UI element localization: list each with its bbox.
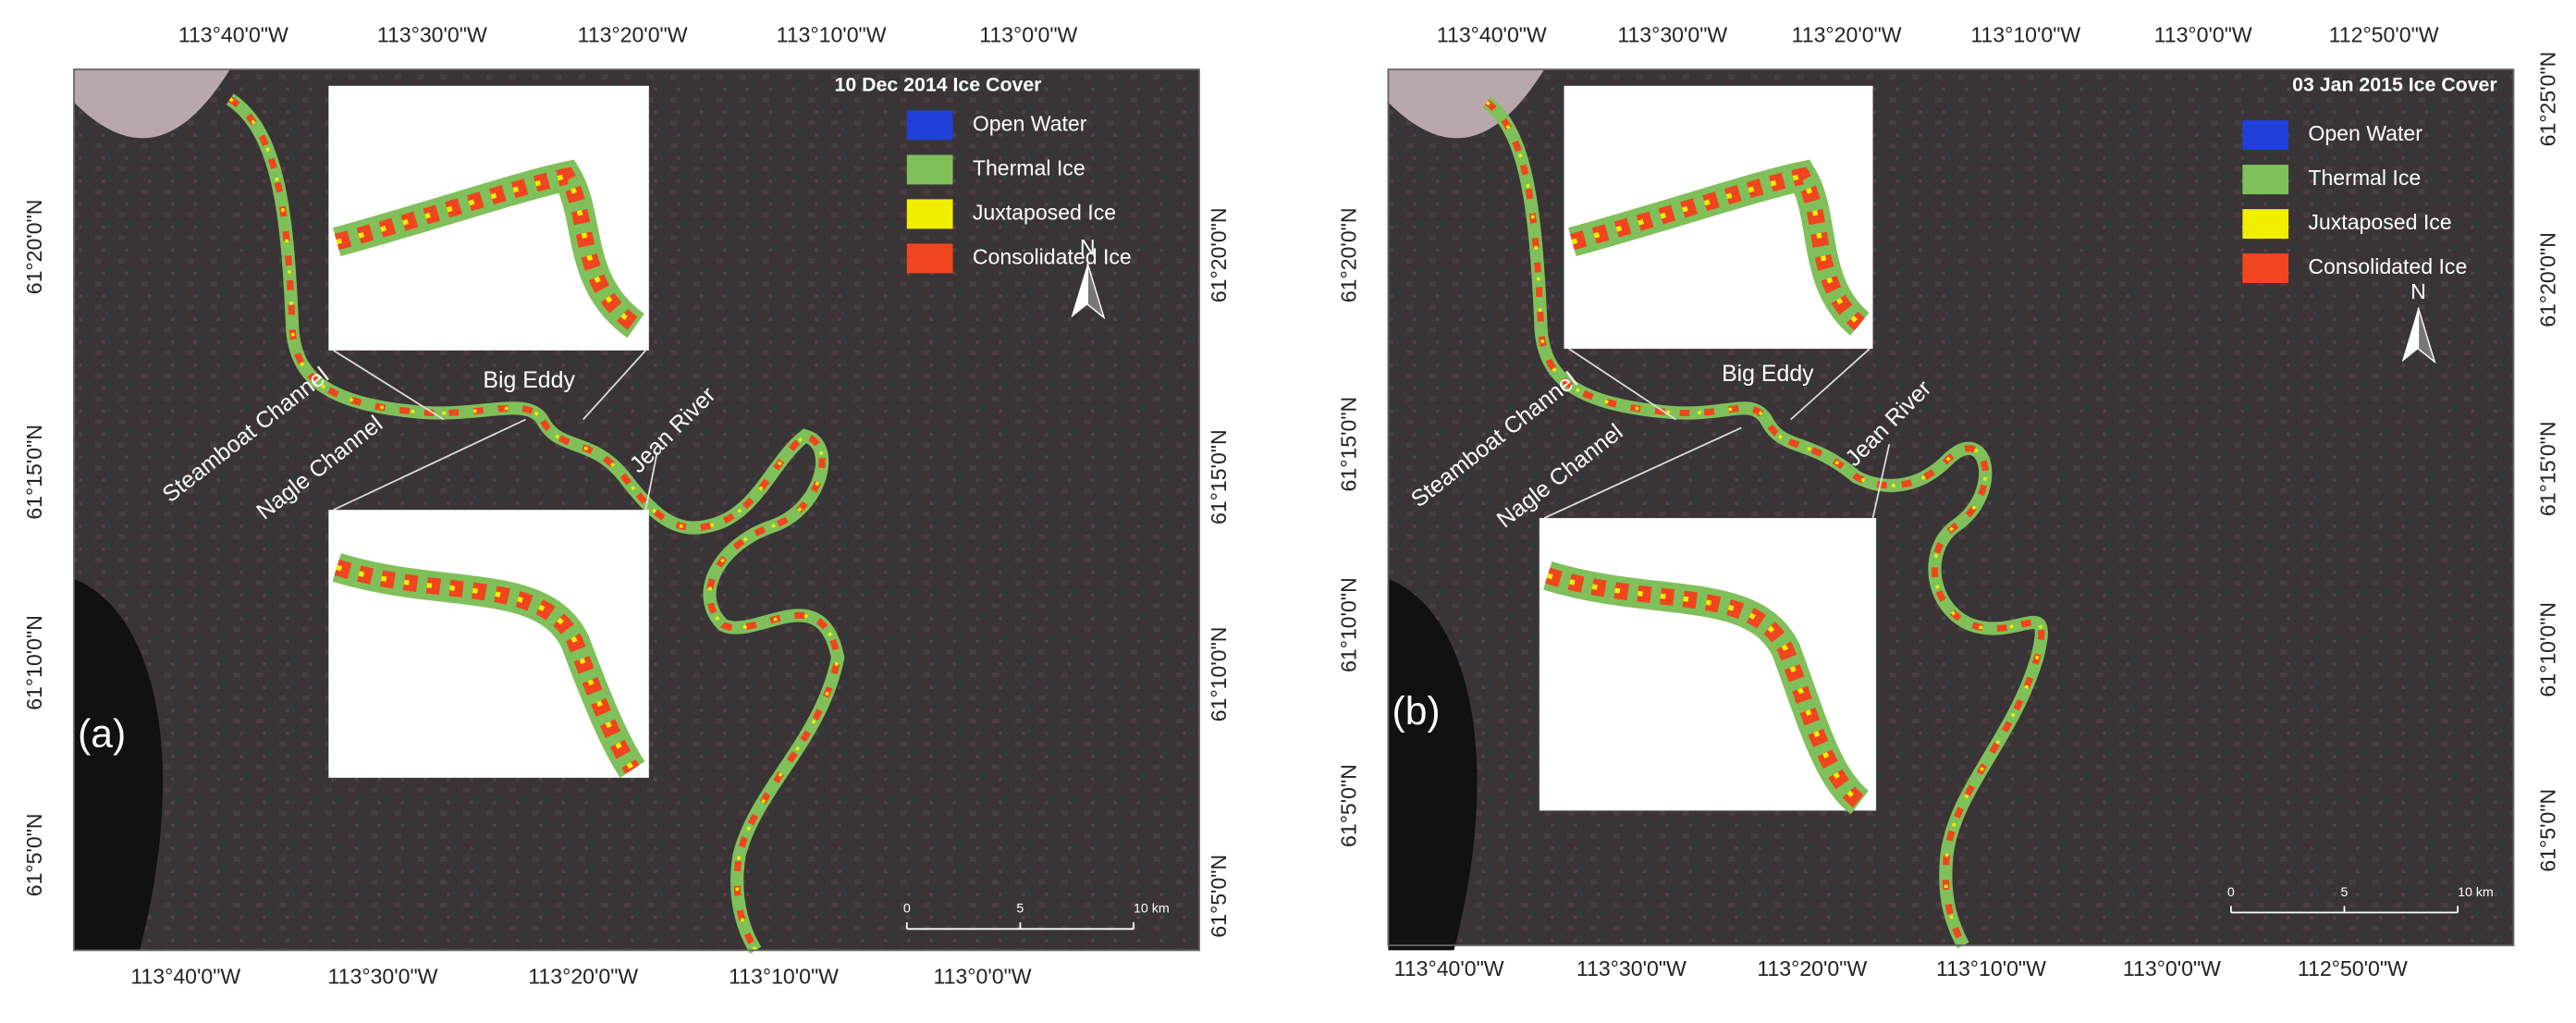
legend-swatch [2242, 209, 2289, 240]
legend-label: Open Water [973, 112, 1087, 136]
longitude-label: 113°40'0"W [1394, 956, 1504, 980]
longitude-label: 113°30'0"W [328, 965, 438, 989]
inset-river-red [1570, 166, 1866, 331]
north-label: N [2410, 279, 2426, 303]
scale-label: 0 [2227, 885, 2235, 900]
longitude-label: 113°10'0"W [729, 965, 839, 989]
longitude-label: 113°0'0"W [979, 23, 1077, 47]
legend-swatch [906, 199, 953, 229]
inset-lower [328, 510, 649, 778]
latitude-label: 61°10'0"N [1337, 577, 1361, 672]
legend-label: Consolidated Ice [973, 244, 1132, 268]
legend-swatch [906, 110, 953, 141]
longitude-label: 113°0'0"W [933, 965, 1031, 989]
latitude-label: 61°10'0"N [22, 615, 46, 710]
river-consolidated [1484, 99, 2045, 947]
longitude-label: 113°10'0"W [1936, 956, 2046, 980]
north-arrow-half [1086, 263, 1106, 320]
latitude-label: 61°5'0"N [22, 813, 46, 896]
legend-label: Consolidated Ice [2308, 254, 2467, 278]
legend-title: 03 Jan 2015 Ice Cover [2292, 73, 2497, 95]
river-juxtaposed [1485, 101, 2043, 946]
latitude-label: 61°15'0"N [1337, 397, 1361, 492]
north-label: N [1080, 235, 1096, 259]
map-panel: 03 Jan 2015 Ice Cover Open Water Thermal I… [1337, 23, 2560, 980]
scale-label: 5 [2341, 885, 2349, 900]
latitude-label: 61°10'0"N [1207, 627, 1231, 722]
longitude-label: 113°40'0"W [130, 965, 240, 989]
latitude-label: 61°25'0"N [2536, 52, 2560, 147]
inset-river-red [1545, 567, 1866, 809]
latitude-label: 61°20'0"N [2536, 232, 2560, 327]
latitude-label: 61°20'0"N [1337, 207, 1361, 302]
legend-swatch [906, 243, 953, 274]
latitude-label: 61°10'0"N [2536, 602, 2560, 697]
longitude-label: 112°50'0"W [2329, 23, 2439, 47]
scale-label: 10 km [1134, 902, 1170, 917]
latitude-label: 61°15'0"N [2536, 421, 2560, 516]
legend-label: Thermal Ice [973, 156, 1086, 180]
latitude-label: 61°5'0"N [1337, 764, 1361, 847]
inset-leader [1568, 348, 1676, 421]
longitude-label: 113°10'0"W [777, 23, 887, 47]
panel-label: (a) [78, 712, 126, 757]
north-arrow-half [2417, 307, 2436, 364]
scale-label: 5 [1016, 902, 1024, 917]
river-bank [1388, 69, 1545, 139]
legend-swatch [2242, 120, 2289, 151]
inset-leader [1790, 348, 1871, 421]
legend-label: Thermal Ice [2308, 166, 2421, 190]
longitude-label: 113°10'0"W [1970, 23, 2080, 47]
longitude-label: 113°40'0"W [178, 23, 288, 47]
longitude-label: 113°30'0"W [1576, 956, 1687, 980]
river-bank [73, 69, 230, 139]
longitude-label: 113°20'0"W [578, 23, 688, 47]
inset-leader [1543, 426, 1742, 519]
scale-label: 0 [903, 902, 911, 917]
latitude-label: 61°20'0"N [22, 200, 46, 295]
inset-leader [333, 350, 445, 421]
inset-river-red [334, 166, 641, 333]
lake [1388, 578, 1478, 951]
map-frame [73, 68, 1200, 952]
latitude-label: 61°5'0"N [1207, 855, 1231, 938]
inset-leader [644, 451, 658, 511]
panel-label: (b) [1392, 689, 1441, 733]
inset-river-red [334, 559, 640, 774]
satellite-image [1388, 69, 2514, 946]
legend-title: 10 Dec 2014 Ice Cover [835, 73, 1042, 95]
map-panel: 10 Dec 2014 Ice Cover Open Water Thermal I… [22, 23, 1231, 989]
latitude-label: 61°5'0"N [2536, 789, 2560, 872]
legend-swatch [906, 154, 953, 185]
latitude-label: 61°15'0"N [1207, 429, 1231, 524]
latitude-label: 61°20'0"N [1207, 207, 1231, 302]
river-consolidated [227, 96, 841, 953]
place-label: Big Eddy [1722, 361, 1814, 387]
legend-swatch [2242, 253, 2289, 284]
longitude-label: 112°50'0"W [2298, 956, 2408, 980]
longitude-label: 113°30'0"W [1617, 23, 1727, 47]
scale-label: 10 km [2458, 885, 2494, 900]
latitude-label: 61°15'0"N [22, 425, 46, 520]
longitude-label: 113°30'0"W [377, 23, 487, 47]
inset-leader [583, 350, 646, 421]
map-frame [1387, 68, 2515, 946]
legend-label: Juxtaposed Ice [973, 200, 1116, 224]
longitude-label: 113°0'0"W [2123, 956, 2221, 980]
legend-swatch [2242, 165, 2289, 195]
longitude-label: 113°20'0"W [1757, 956, 1867, 980]
inset-leader [1871, 443, 1891, 519]
longitude-label: 113°0'0"W [2154, 23, 2252, 47]
legend-label: Juxtaposed Ice [2308, 210, 2451, 234]
legend-label: Open Water [2308, 121, 2423, 145]
longitude-label: 113°20'0"W [1792, 23, 1902, 47]
inset-leader [333, 418, 526, 512]
place-label: Big Eddy [483, 367, 575, 393]
longitude-label: 113°20'0"W [528, 965, 638, 989]
lake [73, 578, 164, 951]
longitude-label: 113°40'0"W [1437, 23, 1547, 47]
